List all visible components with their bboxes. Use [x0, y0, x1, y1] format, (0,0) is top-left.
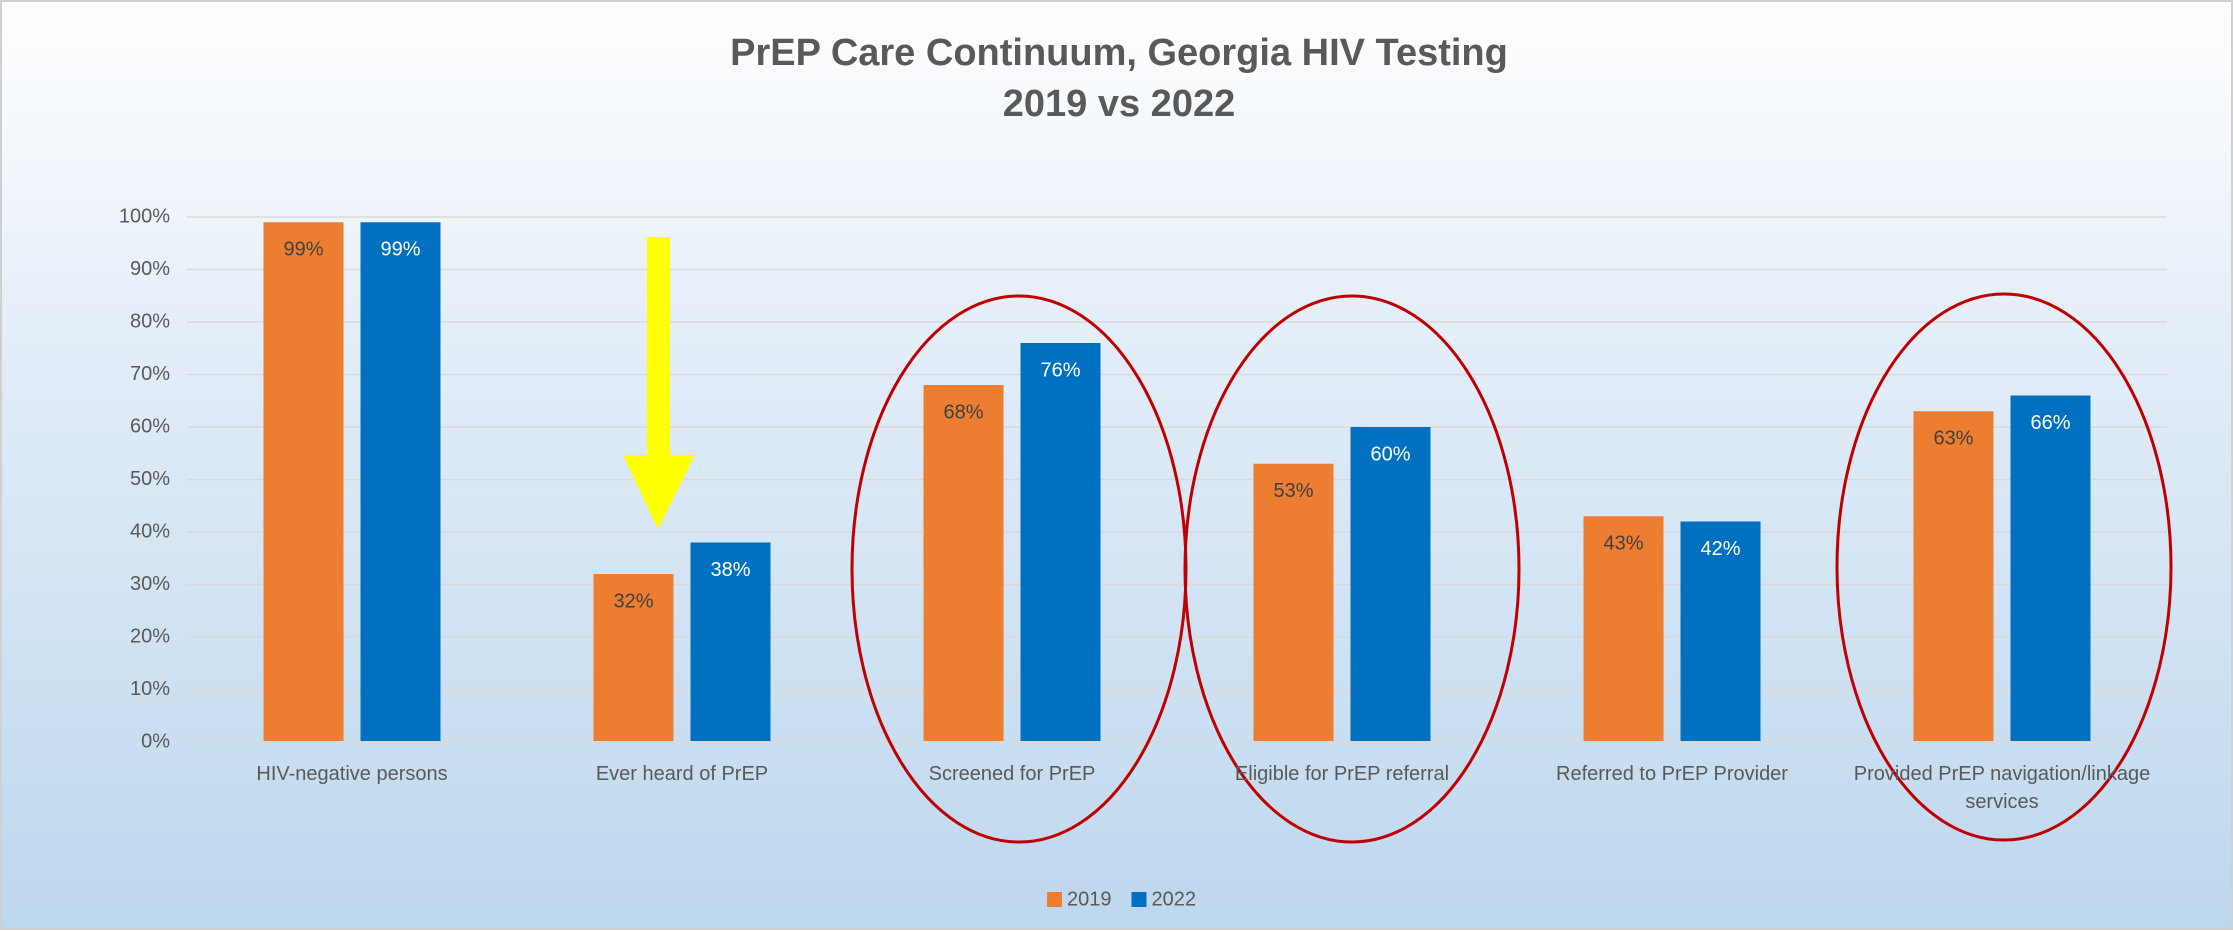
y-tick-label: 60% [130, 415, 170, 437]
legend-label: 2019 [1067, 888, 1112, 910]
y-tick-label: 100% [119, 205, 170, 227]
bar [1350, 427, 1431, 742]
data-label: 42% [1700, 538, 1740, 560]
bar [2010, 395, 2091, 742]
bar [923, 385, 1004, 742]
data-label: 99% [283, 239, 323, 261]
bar [1583, 516, 1664, 742]
bar [263, 222, 344, 742]
bar [1680, 521, 1761, 742]
legend-swatch [1131, 892, 1147, 907]
data-label: 76% [1040, 359, 1080, 381]
x-tick-label: Screened for PrEP [928, 763, 1096, 785]
data-label: 63% [1933, 428, 1973, 450]
bar [690, 542, 771, 742]
x-tick-label: Eligible for PrEP referral [1234, 763, 1450, 785]
plot-area: 0% 10% 20% 30% 40% 50% 60% 70% 80% 90% 100% 99% 99% 3… [119, 205, 2167, 910]
y-tick-label: 10% [130, 678, 170, 700]
highlight-ellipse [1183, 294, 1521, 844]
data-label: 43% [1603, 533, 1643, 555]
y-tick-label: 70% [130, 363, 170, 385]
y-tick-label: 80% [130, 310, 170, 332]
annotations [623, 237, 2173, 844]
chart-title: PrEP Care Continuum, Georgia HIV Testing [730, 32, 1508, 74]
data-label: 66% [2030, 412, 2070, 434]
y-tick-label: 40% [130, 520, 170, 542]
arrow [623, 237, 695, 529]
data-label: 53% [1273, 480, 1313, 502]
y-tick-label: 20% [130, 625, 170, 647]
chart-subtitle: 2019 vs 2022 [1003, 83, 1235, 125]
x-tick-label: HIV-negative persons [256, 763, 448, 785]
bar [360, 222, 441, 742]
legend-label: 2022 [1152, 888, 1197, 910]
bar [1913, 411, 1994, 742]
y-tick-label: 30% [130, 573, 170, 595]
data-label: 60% [1370, 443, 1410, 465]
y-tick-label: 50% [130, 468, 170, 490]
data-label: 32% [613, 590, 653, 612]
y-tick-label: 0% [141, 730, 170, 752]
bar [593, 574, 674, 742]
x-tick-label: Referred to PrEP Provider [1556, 763, 1788, 785]
data-label: 68% [943, 401, 983, 423]
highlight-ellipse [1835, 292, 2173, 842]
data-label: 38% [710, 559, 750, 581]
x-tick-label: Ever heard of PrEP [595, 763, 769, 785]
y-tick-label: 90% [130, 258, 170, 280]
data-label: 99% [380, 239, 420, 261]
legend-swatch [1047, 892, 1062, 907]
bar [1020, 343, 1101, 742]
bar [1253, 463, 1334, 742]
x-tick-label: Provided PrEP navigation/linkage service… [1853, 763, 2151, 813]
